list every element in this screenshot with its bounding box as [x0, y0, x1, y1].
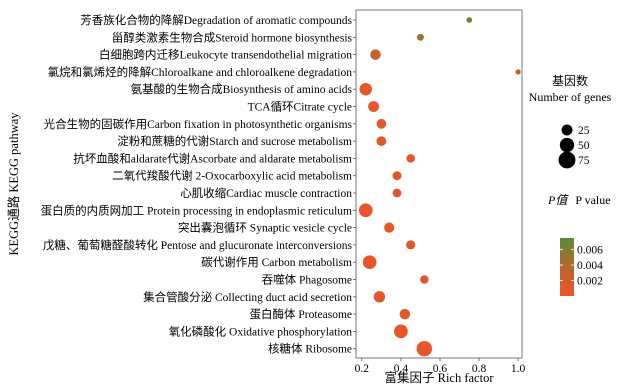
color-legend-title-cn: P值: [547, 193, 569, 207]
pathway-label: 氯烷和氯烯烃的降解Chloroalkane and chloroalkene d…: [48, 65, 353, 79]
pathway-label: 二氧代羧酸代谢 2-Oxocarboxylic acid metabolism: [112, 169, 352, 183]
data-points: [358, 17, 521, 357]
data-point: [416, 33, 424, 41]
color-legend-label: 0.004: [577, 260, 603, 272]
pathway-label: 碳代谢作用 Carbon metabolism: [201, 255, 352, 269]
pathway-label: 抗坏血酸和aldarate代谢Ascorbate and aldarate me…: [73, 151, 352, 165]
data-point: [399, 308, 411, 320]
plot-panel: [355, 9, 523, 359]
pathway-label: 光合生物的固碳作用Carbon fixation in photosynthet…: [44, 117, 353, 131]
data-point: [392, 188, 402, 198]
color-legend-ticks: 0.002 0.004 0.006: [560, 245, 603, 288]
x-tick-label: 0.4: [394, 363, 409, 375]
pathway-label: 集合管酸分泌 Collecting duct acid secretion: [143, 290, 352, 304]
pathway-label: 蛋白酶体 Proteasome: [249, 307, 352, 321]
pathway-label: 戊糖、葡萄糖醛酸转化 Pentose and glucuronate inter…: [43, 238, 353, 252]
data-point: [373, 291, 386, 303]
data-point: [376, 136, 387, 146]
pathway-label: 突出囊泡循环 Synaptic vesicle cycle: [178, 221, 352, 235]
data-point: [376, 118, 387, 129]
data-point: [370, 49, 381, 60]
x-tick-label: 1.0: [511, 363, 526, 375]
data-point: [466, 17, 473, 23]
size-legend-title-cn: 基因数: [552, 73, 588, 88]
data-point: [358, 203, 373, 218]
pathway-label: 蛋白质的内质网加工 Protein processing in endoplas…: [41, 203, 352, 217]
size-legend-label: 25: [578, 125, 590, 137]
data-point: [359, 82, 373, 96]
data-point: [420, 275, 429, 284]
size-legend-title-en: Number of genes: [529, 90, 612, 104]
data-point: [515, 69, 521, 75]
color-legend-title-en: P value: [575, 193, 610, 207]
size-legend-label: 75: [578, 155, 590, 167]
data-point: [384, 222, 395, 233]
pathway-label: 氨基酸的生物合成Biosynthesis of amino acids: [131, 82, 353, 96]
x-tick-label: 0.2: [355, 363, 370, 375]
color-legend-title: P值 P value: [547, 193, 611, 207]
data-point: [368, 101, 379, 112]
color-legend-label: 0.006: [577, 245, 603, 257]
data-point: [416, 341, 433, 357]
pathway-label: 淀粉和蔗糖的代谢Starch and sucrose metabolism: [117, 134, 352, 148]
pathway-label: 芳香族化合物的降解Degradation of aromatic compoun…: [80, 13, 352, 27]
size-legend-circle: [561, 124, 573, 136]
data-point: [392, 171, 402, 181]
pathway-labels: 芳香族化合物的降解Degradation of aromatic compoun…: [41, 13, 356, 356]
color-legend-label: 0.002: [577, 276, 603, 288]
color-legend-bar: [560, 238, 574, 296]
data-point: [406, 240, 416, 250]
size-legend-label: 50: [578, 140, 590, 152]
x-tick-label: 0.6: [433, 363, 448, 375]
pathway-label: 氧化磷酸化 Oxidative phosphorylation: [169, 324, 353, 338]
x-tick-label: 0.8: [472, 363, 487, 375]
data-point: [394, 324, 408, 339]
pathway-label: TCA循环Citrate cycle: [248, 101, 352, 114]
size-legend-circle: [559, 137, 575, 153]
pathway-label: 白细胞跨内迁移Leukocyte transendothelial migrat…: [99, 48, 352, 62]
pathway-label: 吞噬体 Phagosome: [262, 273, 352, 287]
pathway-label: 心肌收缩Cardiac muscle contraction: [180, 186, 352, 200]
x-axis-title: 富集因子 Rich factor: [384, 370, 494, 385]
data-point: [406, 154, 415, 163]
pathway-label: 核糖体 Ribosome: [268, 342, 352, 356]
size-legend: 25 50 75: [558, 124, 590, 169]
y-axis-title: KEGG通路 KEGG pathway: [6, 112, 21, 256]
x-axis-ticks: 0.2 0.4 0.6 0.8 1.0: [355, 358, 526, 375]
size-legend-circle: [558, 151, 576, 169]
pathway-label: 甾醇类激素生物合成Steroid hormone biosynthesis: [112, 30, 353, 44]
data-point: [362, 255, 377, 270]
